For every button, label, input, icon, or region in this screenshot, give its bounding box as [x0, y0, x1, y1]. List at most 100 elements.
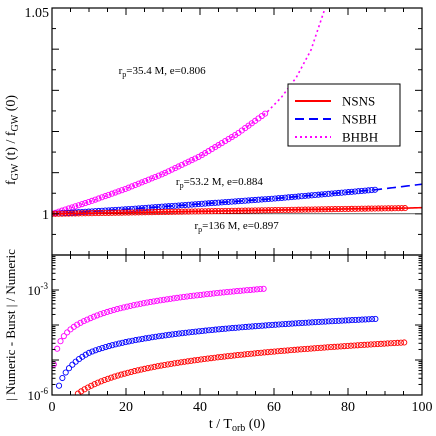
bottom-nsns-marker: [267, 348, 275, 355]
bottom-nsbh-marker: [155, 333, 162, 340]
bottom-nsns-marker: [228, 352, 235, 359]
bottom-nsbh-marker: [229, 325, 236, 332]
top-bhbh-marker: [182, 160, 189, 167]
bottom-nsns-marker: [101, 376, 108, 384]
bottom-nsns-marker: [297, 346, 305, 353]
bottom-nsbh-marker: [129, 337, 136, 344]
bottom-nsns-marker: [134, 367, 141, 374]
bottom-nsbh-marker: [165, 331, 172, 338]
bottom-bhbh-marker: [147, 298, 154, 306]
bottom-bhbh-marker: [114, 306, 121, 313]
bottom-nsns-marker: [124, 369, 131, 376]
bottom-bhbh-marker: [220, 289, 227, 296]
bottom-nsbh-marker: [329, 318, 336, 325]
bottom-bhbh-marker: [154, 297, 161, 304]
bottom-nsbh-marker: [292, 320, 299, 327]
top-bhbh-marker: [98, 194, 105, 201]
bottom-nsns-marker: [91, 381, 98, 388]
bottom-bhbh-marker: [74, 321, 81, 328]
bottom-nsbh-marker: [185, 329, 192, 336]
bottom-nsns-marker: [121, 370, 128, 377]
top-bhbh-marker: [165, 168, 172, 175]
bottom-bhbh-marker: [110, 306, 117, 314]
bottom-nsns-marker: [294, 346, 301, 353]
annotation-1: rp=35.4 M, e=0.806: [119, 65, 206, 79]
top-bhbh-marker: [225, 136, 232, 143]
bottom-bhbh-marker: [150, 298, 157, 305]
bottom-y-axis-label: | Numeric - Burst | / Numeric: [3, 249, 18, 401]
bottom-bhbh-marker: [197, 291, 204, 298]
bottom-nsns-marker: [108, 374, 115, 381]
bottom-nsns-marker: [377, 340, 384, 347]
top-bhbh-marker: [192, 155, 199, 162]
bottom-bhbh-marker: [233, 288, 241, 295]
bottom-nsbh-marker: [269, 321, 276, 329]
bottom-nsns-marker: [341, 343, 348, 350]
bottom-nsns-marker: [327, 344, 335, 351]
bottom-nsbh-marker: [135, 336, 142, 343]
bottom-nsbh-marker: [259, 322, 266, 329]
bottom-nsns-markers: [74, 339, 408, 395]
bottom-bhbh-marker: [90, 313, 97, 320]
bottom-nsns-marker: [381, 340, 388, 347]
top-bhbh-marker: [128, 183, 135, 190]
bottom-nsbh-marker: [352, 316, 359, 323]
bottom-nsns-marker: [128, 368, 135, 375]
x-tick-label-0: 0: [49, 400, 56, 415]
bottom-nsns-marker: [344, 342, 351, 349]
top-bhbh-marker: [155, 172, 162, 179]
bottom-nsns-marker: [371, 341, 378, 348]
bottom-nsbh-marker: [319, 318, 326, 325]
top-bhbh-marker: [102, 193, 109, 200]
x-tick-label-60: 60: [267, 400, 281, 415]
bottom-nsns-marker: [361, 341, 368, 348]
bottom-nsbh-marker: [169, 331, 176, 338]
bottom-nsns-marker: [337, 343, 345, 350]
bottom-nsbh-marker: [122, 339, 129, 346]
bottom-bhbh-marker: [257, 286, 264, 293]
bottom-nsns-marker: [324, 344, 331, 351]
bottom-nsns-marker: [231, 352, 238, 359]
bottom-bhbh-marker: [177, 294, 184, 301]
top-bhbh-marker: [212, 144, 219, 151]
bottom-nsns-marker: [158, 362, 165, 369]
bottom-nsns-marker: [104, 375, 111, 382]
bottom-y-tick-label: 10-6: [28, 386, 49, 403]
panel-frames: [51, 7, 423, 396]
top-bhbh-marker: [215, 142, 222, 149]
bottom-nsns-marker: [397, 339, 404, 346]
bottom-nsbh-marker: [275, 321, 282, 328]
bottom-nsns-marker: [351, 342, 358, 349]
top-bhbh-marker: [222, 138, 229, 145]
bottom-nsns-marker: [131, 368, 138, 375]
bottom-bhbh-marker: [157, 297, 164, 304]
bottom-bhbh-marker: [107, 307, 114, 315]
bottom-bhbh-marker: [183, 293, 191, 300]
bottom-nsns-marker: [257, 349, 265, 356]
bottom-bhbh-marker: [227, 288, 234, 295]
bottom-nsbh-marker: [149, 334, 156, 341]
bottom-nsns-marker: [111, 373, 118, 380]
bottom-bhbh-marker: [64, 329, 71, 336]
top-bhbh-marker: [168, 166, 175, 173]
top-bhbh-marker: [78, 201, 86, 208]
bottom-nsns-marker: [331, 343, 338, 350]
bottom-nsns-marker: [387, 340, 394, 347]
bottom-nsbh-marker: [232, 324, 239, 331]
bottom-nsns-marker: [168, 360, 175, 367]
bottom-nsbh-marker: [299, 319, 306, 327]
bottom-nsbh-marker: [362, 316, 369, 323]
top-y-tick-label: 1: [42, 208, 49, 223]
bottom-nsbh-marker: [305, 319, 312, 326]
bottom-nsns-marker: [178, 359, 185, 366]
bottom-bhbh-marker: [237, 287, 244, 294]
top-bhbh-marker: [125, 184, 132, 191]
bottom-nsbh-marker: [212, 326, 219, 333]
bottom-nsns-marker: [391, 339, 398, 347]
bottom-nsbh-marker: [65, 365, 73, 372]
bottom-nsns-marker: [78, 388, 85, 395]
bottom-bhbh-marker: [140, 300, 147, 307]
bottom-nsns-marker: [281, 347, 288, 354]
bottom-nsns-marker: [191, 357, 198, 364]
bottom-nsbh-marker: [105, 343, 113, 350]
